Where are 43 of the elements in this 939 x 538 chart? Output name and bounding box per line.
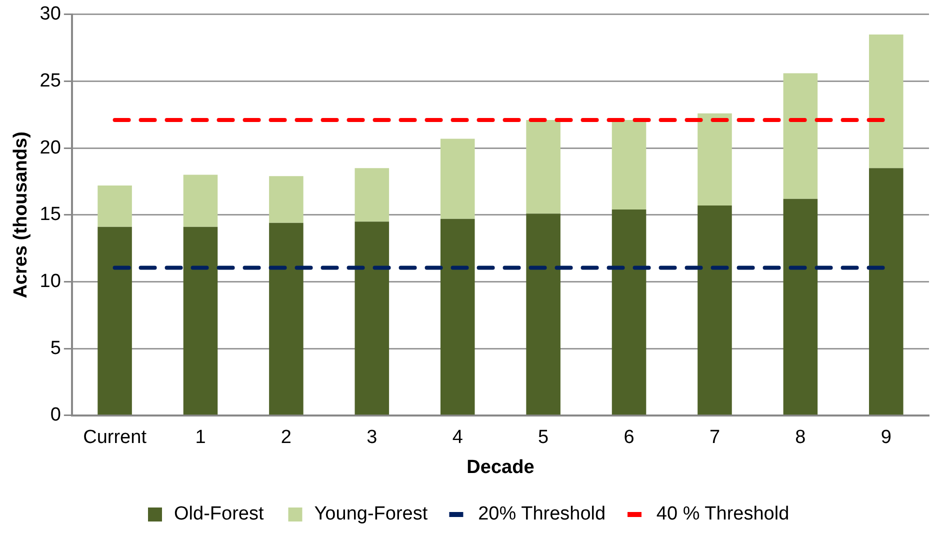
- bar: [783, 198, 818, 415]
- bar: [698, 206, 732, 415]
- bar: [183, 174, 218, 227]
- x-tick-label: 8: [795, 427, 806, 448]
- bar: [98, 226, 132, 415]
- x-axis-title: Decade: [466, 456, 534, 478]
- bar: [869, 34, 904, 168]
- bar: [526, 120, 560, 214]
- bar: [183, 226, 218, 415]
- bar: [869, 168, 904, 415]
- bar: [98, 185, 132, 227]
- y-tick-label: 20: [40, 137, 61, 158]
- y-tick-label: 25: [40, 70, 61, 92]
- legend-label: Young-Forest: [314, 504, 428, 525]
- x-tick-label: 1: [195, 427, 206, 448]
- bar: [612, 210, 646, 415]
- y-tick-label: 30: [40, 4, 61, 25]
- x-tick-label: 4: [452, 427, 464, 448]
- bar: [354, 222, 390, 415]
- bar: [698, 113, 732, 206]
- bar: [354, 168, 390, 222]
- y-tick-label: 15: [40, 204, 61, 226]
- x-tick-label: 7: [709, 427, 720, 448]
- y-tick-label: 0: [50, 404, 61, 426]
- legend-label: 20% Threshold: [478, 504, 606, 525]
- bar: [269, 176, 304, 223]
- x-tick-label: 9: [880, 427, 892, 448]
- x-tick-label: Current: [83, 427, 148, 448]
- y-tick-label: 10: [40, 270, 61, 292]
- bar: [269, 222, 304, 415]
- x-tick-label: 2: [280, 427, 292, 448]
- bar: [612, 120, 646, 210]
- bar: [526, 214, 560, 415]
- bar: [783, 73, 818, 199]
- x-tick-label: 6: [624, 427, 634, 448]
- y-axis-title: Acres (thousands): [10, 131, 32, 298]
- x-tick-label: 5: [538, 427, 549, 448]
- legend-label: 40 % Threshold: [656, 504, 790, 525]
- legend-label: Old-Forest: [174, 504, 264, 525]
- bar: [440, 218, 475, 415]
- x-tick-label: 3: [366, 427, 378, 448]
- y-tick-label: 5: [50, 338, 61, 359]
- bar: [440, 138, 475, 219]
